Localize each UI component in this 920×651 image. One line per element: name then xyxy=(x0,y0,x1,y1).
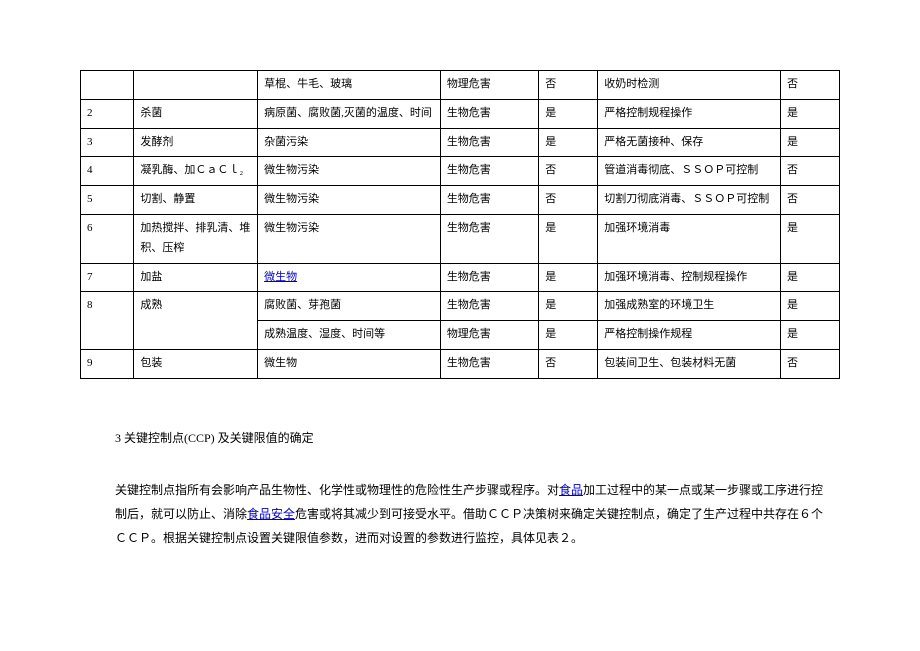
table-row: 7 加盐 微生物 生物危害 是 加强环境消毒、控制规程操作 是 xyxy=(81,263,840,292)
cell-c2: 生物危害 xyxy=(440,263,538,292)
microorganism-link[interactable]: 微生物 xyxy=(264,271,297,283)
cell-c2: 生物危害 xyxy=(440,99,538,128)
cell-no: 4 xyxy=(81,157,134,186)
table-row: 草棍、牛毛、玻璃 物理危害 否 收奶时检测 否 xyxy=(81,71,840,100)
cell-c4: 严格控制操作规程 xyxy=(598,321,781,350)
section-heading: 3 关键控制点(CCP) 及关键限值的确定 xyxy=(80,429,840,448)
cell-c2: 生物危害 xyxy=(440,214,538,263)
body-paragraph: 关键控制点指所有会影响产品生物性、化学性或物理性的危险性生产步骤或程序。对食品加… xyxy=(80,478,840,550)
cell-step: 切割、静置 xyxy=(134,186,258,215)
hazard-analysis-table: 草棍、牛毛、玻璃 物理危害 否 收奶时检测 否 2 杀菌 病原菌、腐败菌,灭菌的… xyxy=(80,70,840,379)
food-link[interactable]: 食品 xyxy=(559,483,583,497)
cell-step: 发酵剂 xyxy=(134,128,258,157)
cell-c3: 是 xyxy=(539,321,598,350)
table-row: 4 凝乳酶、加ＣａＣｌ₂ 微生物污染 生物危害 否 管道消毒彻底、ＳＳＯＰ可控制… xyxy=(81,157,840,186)
table-row: 8 成熟 腐败菌、芽孢菌 生物危害 是 加强成熟室的环境卫生 是 xyxy=(81,292,840,321)
table-row: 5 切割、静置 微生物污染 生物危害 否 切割刀彻底消毒、ＳＳＯＰ可控制 否 xyxy=(81,186,840,215)
cell-c3: 是 xyxy=(539,214,598,263)
cell-c1: 微生物污染 xyxy=(258,214,441,263)
cell-c5: 否 xyxy=(780,71,839,100)
cell-c3: 否 xyxy=(539,186,598,215)
cell-c3: 是 xyxy=(539,292,598,321)
cell-c4: 加强成熟室的环境卫生 xyxy=(598,292,781,321)
cell-c4: 收奶时检测 xyxy=(598,71,781,100)
cell-c2: 物理危害 xyxy=(440,71,538,100)
cell-c4: 加强环境消毒 xyxy=(598,214,781,263)
cell-c5: 是 xyxy=(780,321,839,350)
cell-c5: 是 xyxy=(780,263,839,292)
food-safety-link[interactable]: 食品安全 xyxy=(247,507,295,521)
cell-step: 杀菌 xyxy=(134,99,258,128)
cell-c3: 否 xyxy=(539,71,598,100)
cell-no xyxy=(81,71,134,100)
table-row: 9 包装 微生物 生物危害 否 包装间卫生、包装材料无菌 否 xyxy=(81,349,840,378)
cell-c2: 生物危害 xyxy=(440,128,538,157)
cell-c2: 物理危害 xyxy=(440,321,538,350)
cell-step: 包装 xyxy=(134,349,258,378)
cell-step: 成熟 xyxy=(134,292,258,350)
cell-no: 5 xyxy=(81,186,134,215)
cell-c2: 生物危害 xyxy=(440,292,538,321)
cell-c1: 病原菌、腐败菌,灭菌的温度、时间 xyxy=(258,99,441,128)
cell-no: 9 xyxy=(81,349,134,378)
cell-c5: 是 xyxy=(780,99,839,128)
cell-c5: 是 xyxy=(780,128,839,157)
cell-c5: 是 xyxy=(780,214,839,263)
cell-step: 凝乳酶、加ＣａＣｌ₂ xyxy=(134,157,258,186)
cell-c5: 否 xyxy=(780,349,839,378)
cell-no: 3 xyxy=(81,128,134,157)
table-row: 3 发酵剂 杂菌污染 生物危害 是 严格无菌接种、保存 是 xyxy=(81,128,840,157)
cell-c3: 否 xyxy=(539,349,598,378)
cell-no: 6 xyxy=(81,214,134,263)
cell-c4: 切割刀彻底消毒、ＳＳＯＰ可控制 xyxy=(598,186,781,215)
cell-no: 2 xyxy=(81,99,134,128)
cell-step: 加盐 xyxy=(134,263,258,292)
cell-c4: 包装间卫生、包装材料无菌 xyxy=(598,349,781,378)
cell-c1: 微生物 xyxy=(258,349,441,378)
cell-c1: 微生物 xyxy=(258,263,441,292)
cell-c5: 否 xyxy=(780,157,839,186)
cell-step: 加热搅拌、排乳清、堆积、压榨 xyxy=(134,214,258,263)
para-text: 关键控制点指所有会影响产品生物性、化学性或物理性的危险性生产步骤或程序。对 xyxy=(115,483,559,497)
cell-c2: 生物危害 xyxy=(440,349,538,378)
cell-c5: 否 xyxy=(780,186,839,215)
table-row: 2 杀菌 病原菌、腐败菌,灭菌的温度、时间 生物危害 是 严格控制规程操作 是 xyxy=(81,99,840,128)
cell-step xyxy=(134,71,258,100)
cell-c3: 是 xyxy=(539,128,598,157)
cell-c1: 成熟温度、湿度、时间等 xyxy=(258,321,441,350)
cell-c3: 否 xyxy=(539,157,598,186)
cell-c2: 生物危害 xyxy=(440,157,538,186)
table-row: 6 加热搅拌、排乳清、堆积、压榨 微生物污染 生物危害 是 加强环境消毒 是 xyxy=(81,214,840,263)
cell-c1: 草棍、牛毛、玻璃 xyxy=(258,71,441,100)
cell-c5: 是 xyxy=(780,292,839,321)
cell-c4: 严格无菌接种、保存 xyxy=(598,128,781,157)
cell-c4: 加强环境消毒、控制规程操作 xyxy=(598,263,781,292)
cell-no: 7 xyxy=(81,263,134,292)
cell-c3: 是 xyxy=(539,99,598,128)
cell-c4: 严格控制规程操作 xyxy=(598,99,781,128)
cell-c2: 生物危害 xyxy=(440,186,538,215)
cell-c1: 杂菌污染 xyxy=(258,128,441,157)
cell-c1: 腐败菌、芽孢菌 xyxy=(258,292,441,321)
cell-c1: 微生物污染 xyxy=(258,157,441,186)
cell-c1: 微生物污染 xyxy=(258,186,441,215)
cell-c3: 是 xyxy=(539,263,598,292)
cell-no: 8 xyxy=(81,292,134,350)
cell-c4: 管道消毒彻底、ＳＳＯＰ可控制 xyxy=(598,157,781,186)
